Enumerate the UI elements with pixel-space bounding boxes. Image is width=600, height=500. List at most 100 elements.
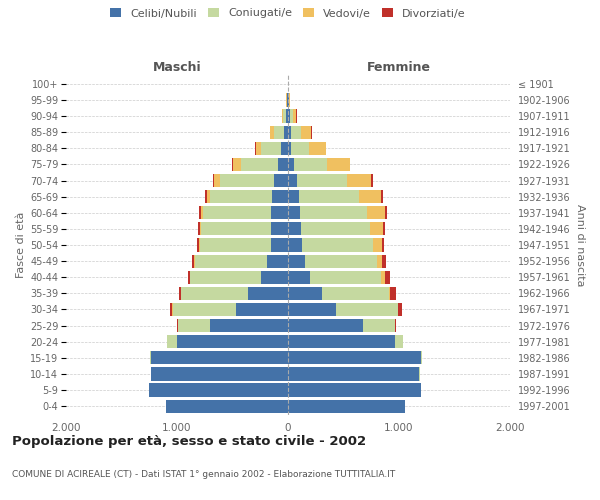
Bar [256,142,262,155]
Bar [220,174,274,187]
Bar [297,174,347,187]
Bar [286,110,288,122]
Bar [322,286,389,300]
Bar [270,126,274,139]
Bar [274,174,288,187]
Bar [214,174,220,187]
Bar [288,126,292,139]
Bar [301,126,311,139]
Bar [309,142,326,155]
Bar [278,158,288,171]
Bar [201,206,203,220]
Bar [202,222,271,235]
Bar [281,142,288,155]
Bar [328,158,350,171]
Bar [398,303,403,316]
Bar [288,335,395,348]
Bar [371,174,373,187]
Bar [212,174,214,187]
Bar [367,206,385,220]
Bar [288,190,299,203]
Bar [382,238,384,252]
Bar [197,238,199,252]
Bar [262,270,288,284]
Bar [241,158,278,171]
Bar [200,222,202,235]
Bar [383,222,385,235]
Bar [305,254,377,268]
Bar [284,126,288,139]
Bar [288,206,300,220]
Bar [179,286,181,300]
Bar [199,206,201,220]
Bar [271,238,288,252]
Bar [292,126,301,139]
Bar [199,238,200,252]
Bar [288,142,292,155]
Bar [271,206,288,220]
Bar [288,286,322,300]
Bar [282,110,283,122]
Bar [302,238,373,252]
Bar [205,190,207,203]
Bar [288,384,421,396]
Bar [274,126,284,139]
Bar [390,286,395,300]
Text: Maschi: Maschi [152,61,202,74]
Bar [151,368,288,380]
Bar [301,222,370,235]
Bar [299,190,359,203]
Bar [288,238,302,252]
Bar [288,303,336,316]
Bar [381,270,385,284]
Bar [167,335,177,348]
Bar [195,254,267,268]
Bar [233,158,241,171]
Bar [382,254,386,268]
Bar [288,368,419,380]
Bar [373,238,382,252]
Bar [200,238,271,252]
Bar [178,319,210,332]
Bar [336,303,398,316]
Bar [370,222,383,235]
Text: Popolazione per età, sesso e stato civile - 2002: Popolazione per età, sesso e stato civil… [12,435,366,448]
Bar [151,351,288,364]
Bar [288,351,421,364]
Bar [271,222,288,235]
Bar [288,174,297,187]
Bar [294,158,328,171]
Bar [381,190,383,203]
Bar [292,142,309,155]
Bar [288,110,290,122]
Bar [210,319,288,332]
Bar [421,351,422,364]
Bar [166,400,288,412]
Bar [389,286,390,300]
Bar [173,303,236,316]
Bar [364,319,395,332]
Bar [190,270,262,284]
Bar [207,190,210,203]
Bar [293,110,296,122]
Bar [149,384,288,396]
Bar [177,335,288,348]
Bar [181,286,248,300]
Legend: Celibi/Nubili, Coniugati/e, Vedovi/e, Divorziati/e: Celibi/Nubili, Coniugati/e, Vedovi/e, Di… [110,8,466,18]
Bar [199,222,200,235]
Bar [288,158,294,171]
Y-axis label: Anni di nascita: Anni di nascita [575,204,584,286]
Bar [288,222,301,235]
Bar [310,270,381,284]
Bar [248,286,288,300]
Bar [283,110,286,122]
Bar [300,206,367,220]
Bar [290,110,293,122]
Bar [272,190,288,203]
Bar [377,254,382,268]
Bar [262,142,281,155]
Bar [359,190,381,203]
Bar [395,335,403,348]
Text: COMUNE DI ACIREALE (CT) - Dati ISTAT 1° gennaio 2002 - Elaborazione TUTTITALIA.I: COMUNE DI ACIREALE (CT) - Dati ISTAT 1° … [12,470,395,479]
Bar [288,400,404,412]
